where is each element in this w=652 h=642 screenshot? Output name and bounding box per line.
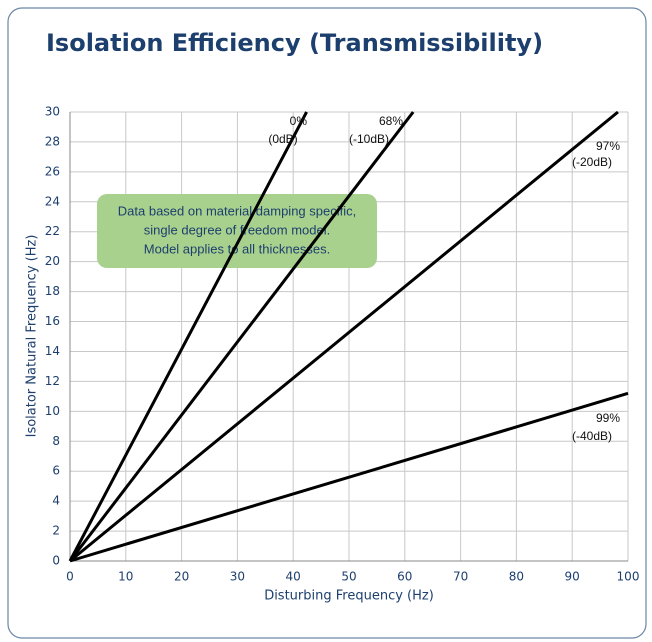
x-tick-label: 90 <box>565 570 580 584</box>
annotation-text: Model applies to all thicknesses. <box>144 241 330 256</box>
x-tick-label: 20 <box>174 570 189 584</box>
line-label: 99% <box>596 411 620 425</box>
x-tick-label: 40 <box>286 570 301 584</box>
y-tick-label: 14 <box>45 344 60 358</box>
y-tick-label: 18 <box>45 284 60 298</box>
annotation-text: single degree of freedom model. <box>144 222 330 237</box>
y-tick-label: 30 <box>45 105 60 119</box>
series-line <box>68 111 415 562</box>
line-label: (-10dB) <box>349 132 389 146</box>
y-tick-label: 8 <box>52 434 60 448</box>
line-label: 68% <box>379 114 403 128</box>
y-tick-label: 22 <box>45 224 60 238</box>
y-tick-label: 6 <box>52 464 60 478</box>
y-tick-label: 20 <box>45 254 60 268</box>
series-line <box>69 110 619 563</box>
y-tick-label: 28 <box>45 134 60 148</box>
x-axis-label: Disturbing Frequency (Hz) <box>264 589 434 604</box>
chart-title: Isolation Efficiency (Transmissibility) <box>46 29 543 57</box>
line-label: (-40dB) <box>572 429 612 443</box>
x-tick-label: 70 <box>453 570 468 584</box>
line-label: (0dB) <box>268 132 297 146</box>
y-tick-label: 4 <box>52 494 60 508</box>
line-label: 0% <box>290 114 308 128</box>
y-tick-label: 10 <box>45 404 60 418</box>
x-tick-label: 30 <box>230 570 245 584</box>
y-tick-label: 16 <box>45 314 60 328</box>
series-line <box>68 111 308 562</box>
y-tick-label: 12 <box>45 374 60 388</box>
card <box>7 7 647 639</box>
line-label: (-20dB) <box>572 155 612 169</box>
series-line <box>69 391 629 563</box>
x-tick-label: 100 <box>617 570 640 584</box>
line-label: 97% <box>596 139 620 153</box>
x-tick-label: 10 <box>118 570 133 584</box>
y-axis-label: Isolator Natural Frequency (Hz) <box>25 235 40 438</box>
y-tick-label: 26 <box>45 164 60 178</box>
y-tick-label: 24 <box>45 194 60 208</box>
y-tick-label: 2 <box>52 524 60 538</box>
x-tick-label: 50 <box>341 570 356 584</box>
x-tick-label: 80 <box>509 570 524 584</box>
annotation-text: Data based on material damping specific, <box>118 203 356 218</box>
x-tick-label: 0 <box>66 570 74 584</box>
x-tick-label: 60 <box>397 570 412 584</box>
y-tick-label: 0 <box>52 554 60 568</box>
